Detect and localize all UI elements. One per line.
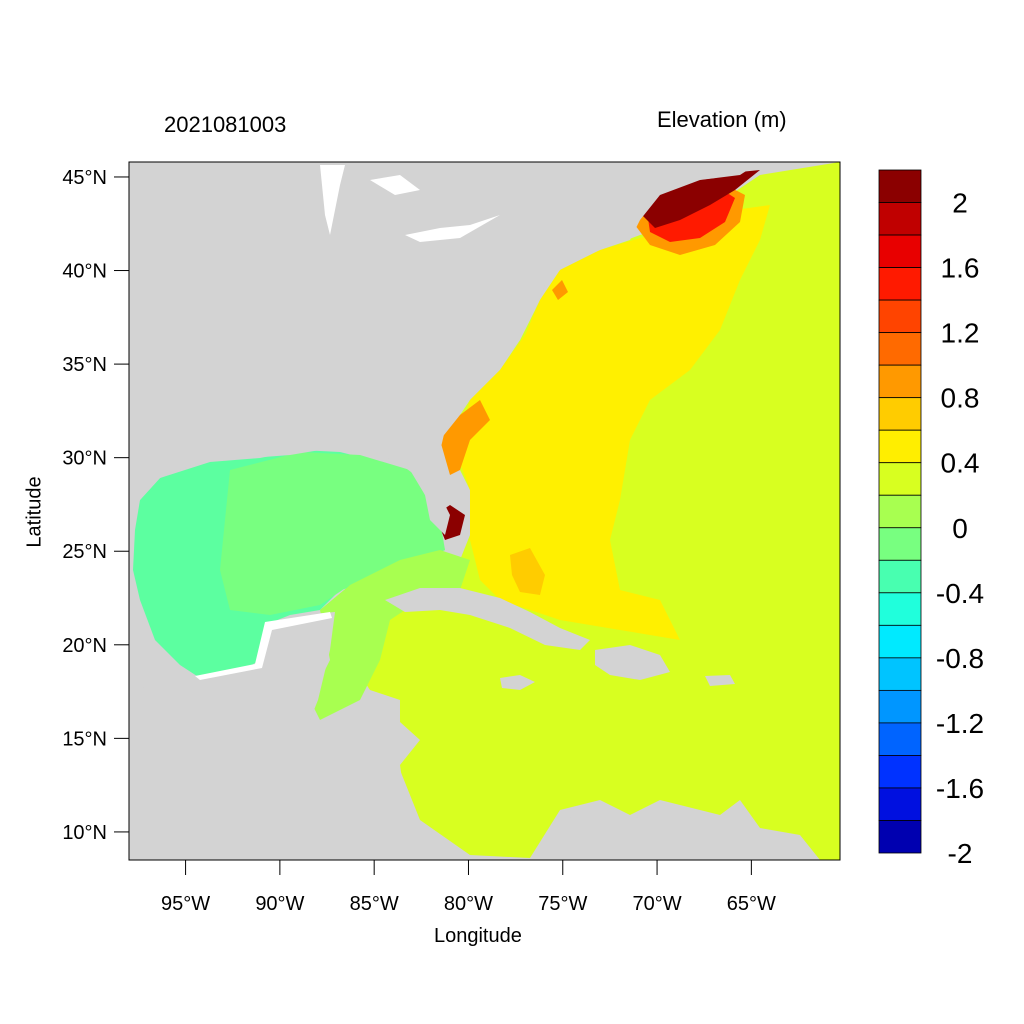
variable-label: Elevation (m) bbox=[657, 107, 787, 132]
colorbar: 2 1.6 1.2 0.8 0.4 0 -0.4 -0.8 -1.2 -1.6 -2 bbox=[878, 169, 984, 869]
colorbar-swatch bbox=[878, 820, 922, 854]
north-america-land bbox=[129, 162, 760, 535]
plot-frame bbox=[128, 161, 841, 861]
colorbar-swatch bbox=[878, 657, 922, 691]
axes: 95°W 90°W 85°W 80°W 75°W 70°W 65°W 45°N 40°N 35°N… bbox=[62, 167, 776, 915]
y-tick-label: 30°N bbox=[62, 448, 107, 470]
y-tick-label: 10°N bbox=[62, 822, 107, 844]
colorbar-label: -1.6 bbox=[936, 773, 984, 804]
bahamas-surge bbox=[510, 548, 545, 595]
x-tick-label: 80°W bbox=[444, 893, 493, 915]
colorbar-swatch bbox=[878, 332, 922, 366]
colorbar-swatch bbox=[878, 202, 922, 236]
y-tick-label: 15°N bbox=[62, 728, 107, 750]
x-axis-title: Longitude bbox=[434, 925, 522, 947]
y-tick-label: 20°N bbox=[62, 635, 107, 657]
gulf-east-region bbox=[220, 452, 445, 615]
colorbar-swatch bbox=[878, 169, 922, 203]
jamaica-land bbox=[500, 675, 535, 690]
colorbar-swatch bbox=[878, 592, 922, 626]
great-lakes bbox=[320, 165, 500, 242]
colorbar-swatch bbox=[878, 299, 922, 334]
colorbar-label: 1.2 bbox=[941, 318, 980, 349]
mid-atlantic-surge bbox=[552, 280, 568, 300]
x-tick-label: 70°W bbox=[633, 893, 682, 915]
colorbar-swatch bbox=[878, 267, 922, 301]
colorbar-label: -0.4 bbox=[936, 578, 984, 609]
y-tick-label: 35°N bbox=[62, 354, 107, 376]
colorbar-label: -2 bbox=[948, 838, 973, 869]
new-england-surge-darkred bbox=[642, 170, 760, 228]
x-tick-label: 85°W bbox=[350, 893, 399, 915]
colorbar-swatch bbox=[878, 397, 922, 431]
y-tick-label: 40°N bbox=[62, 261, 107, 283]
colorbar-swatch bbox=[878, 787, 922, 821]
mexico-coast-strip bbox=[195, 612, 332, 680]
colorbar-swatch bbox=[878, 234, 922, 268]
yellow-western-atlantic bbox=[455, 205, 770, 640]
colorbar-swatch bbox=[878, 559, 922, 594]
map-plot bbox=[129, 162, 840, 860]
colorbar-label: 2 bbox=[952, 188, 968, 219]
colorbar-label: -1.2 bbox=[936, 708, 984, 739]
y-tick-label: 25°N bbox=[62, 541, 107, 563]
colorbar-label: 0.4 bbox=[941, 448, 980, 479]
cuba-land bbox=[385, 588, 590, 650]
south-america-land bbox=[530, 805, 820, 860]
colorbar-label: -0.8 bbox=[936, 643, 984, 674]
colorbar-swatch bbox=[878, 462, 922, 496]
date-label: 2021081003 bbox=[164, 112, 287, 137]
colorbar-swatch bbox=[878, 755, 922, 789]
central-america-land bbox=[129, 612, 440, 860]
colorbar-swatch bbox=[878, 722, 922, 756]
colorbar-swatch bbox=[878, 689, 922, 724]
y-tick-label: 45°N bbox=[62, 167, 107, 189]
x-tick-label: 75°W bbox=[538, 893, 587, 915]
colorbar-label: 1.6 bbox=[941, 253, 980, 284]
hispaniola-land bbox=[595, 645, 670, 680]
colorbar-label: 0.8 bbox=[941, 383, 980, 414]
x-tick-label: 95°W bbox=[161, 893, 210, 915]
colorbar-swatch bbox=[878, 527, 922, 561]
colorbar-label: 0 bbox=[952, 513, 968, 544]
x-tick-label: 65°W bbox=[727, 893, 776, 915]
colorbar-swatch bbox=[878, 624, 922, 659]
colorbar-swatch bbox=[878, 364, 922, 399]
colorbar-swatch bbox=[878, 494, 922, 529]
x-tick-label: 90°W bbox=[255, 893, 304, 915]
southeast-coast-surge bbox=[440, 400, 490, 475]
puerto-rico-land bbox=[705, 675, 735, 686]
colorbar-swatch bbox=[878, 429, 922, 464]
